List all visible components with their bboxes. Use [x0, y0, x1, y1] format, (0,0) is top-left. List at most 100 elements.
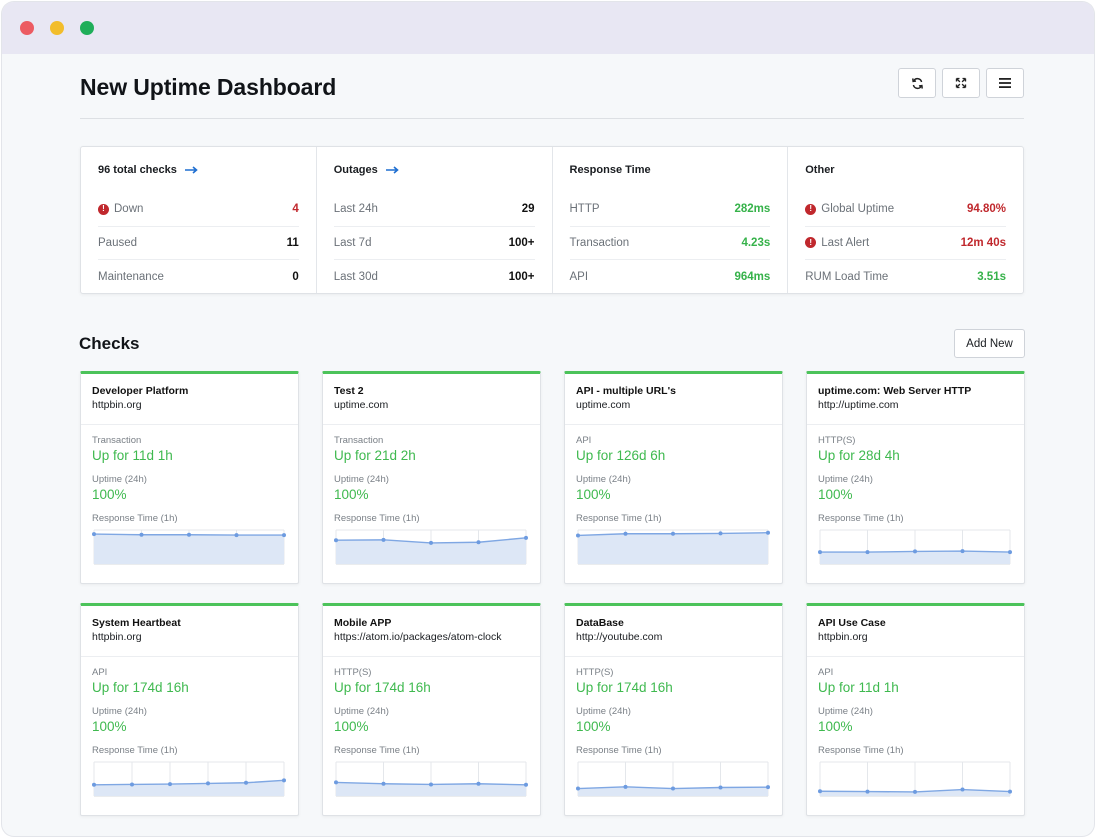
summary-row[interactable]: Transaction 4.23s [569, 227, 771, 260]
check-url: httpbin.org [92, 399, 142, 411]
check-card[interactable]: DataBase http://youtube.com HTTP(S) Up for … [564, 603, 783, 816]
check-status: Up for 174d 16h [576, 680, 673, 695]
check-card-header: Mobile APP https://atom.io/packages/atom-… [323, 606, 540, 657]
summary-row-text: Paused [98, 236, 138, 249]
menu-button[interactable] [986, 68, 1024, 98]
uptime-label: Uptime (24h) [576, 474, 631, 485]
summary-heading-label: 96 total checks [98, 164, 177, 176]
check-card-body: API Up for 126d 6h Uptime (24h) 100% Respons… [565, 425, 782, 566]
summary-row[interactable]: Last 30d 100+ [334, 260, 535, 294]
arrow-right-icon[interactable] [385, 166, 399, 174]
arrow-right-icon[interactable] [184, 166, 198, 174]
summary-row-label: Transaction [570, 237, 630, 249]
chart-point [1008, 789, 1012, 794]
chart-point [718, 785, 723, 790]
chart-point [623, 784, 628, 789]
check-name[interactable]: Mobile APP [334, 617, 392, 629]
check-name[interactable]: DataBase [576, 617, 624, 629]
response-time-chart [334, 529, 528, 565]
uptime-value: 100% [576, 487, 611, 502]
summary-row[interactable]: HTTP 282ms [569, 193, 771, 227]
summary-heading[interactable]: 96 total checks [98, 147, 299, 193]
response-time-label: Response Time (1h) [92, 745, 178, 756]
check-card-header: API Use Case httpbin.org [807, 606, 1024, 657]
summary-row[interactable]: Paused 11 [98, 227, 299, 260]
header-divider [80, 118, 1024, 119]
summary-row-text: RUM Load Time [805, 270, 889, 283]
check-name[interactable]: System Heartbeat [92, 617, 181, 629]
check-card-body: API Up for 11d 1h Uptime (24h) 100% Response… [807, 657, 1024, 798]
summary-row-label: Last 7d [334, 237, 372, 249]
check-card[interactable]: Test 2 uptime.com Transaction Up for 21d 2h… [322, 371, 541, 584]
summary-column: Outages Last 24h 29 Last 7d 100+ Last 30d 100+ [317, 147, 553, 293]
check-name[interactable]: API - multiple URL's [576, 385, 676, 397]
menu-icon [999, 78, 1011, 88]
summary-row[interactable]: Last 7d 100+ [333, 227, 535, 260]
check-card-header: uptime.com: Web Server HTTP http://uptime… [807, 374, 1024, 425]
check-url: httpbin.org [818, 631, 868, 643]
check-type: HTTP(S) [334, 667, 372, 678]
check-card[interactable]: Mobile APP https://atom.io/packages/atom-… [322, 603, 541, 816]
chart-point [576, 786, 580, 791]
uptime-value: 100% [92, 487, 127, 502]
summary-row[interactable]: API 964ms [570, 260, 771, 294]
check-url: uptime.com [576, 399, 631, 411]
summary-row-value: 94.80% [966, 203, 1006, 216]
chart-point [623, 531, 628, 536]
check-type: Transaction [92, 435, 142, 446]
summary-row-text: HTTP [569, 203, 600, 216]
summary-row-value: 282ms [734, 203, 771, 216]
check-name[interactable]: API Use Case [818, 617, 886, 629]
summary-panel: 96 total checks ! Down 4 Paused 11 Maintenance… [80, 146, 1024, 294]
check-url: httpbin.org [92, 631, 142, 643]
fullscreen-button[interactable] [942, 68, 980, 98]
chart-point [429, 782, 433, 787]
check-card-header: DataBase http://youtube.com [565, 606, 782, 657]
response-time-chart [576, 529, 770, 565]
response-time-label: Response Time (1h) [92, 513, 178, 524]
summary-row[interactable]: Last 24h 29 [333, 193, 535, 227]
response-time-label: Response Time (1h) [334, 745, 420, 756]
chart-point [334, 538, 338, 543]
response-time-chart [818, 761, 1012, 797]
summary-row-text: Global Uptime [821, 203, 895, 216]
summary-heading[interactable]: Outages [334, 147, 535, 193]
chart-point [524, 782, 528, 787]
checks-title: Checks [79, 334, 140, 353]
add-new-button[interactable]: Add New [954, 329, 1025, 358]
check-card[interactable]: Developer Platform httpbin.org Transaction… [80, 371, 299, 584]
summary-row[interactable]: Maintenance 0 [98, 260, 299, 294]
check-name[interactable]: Developer Platform [92, 385, 189, 397]
check-card[interactable]: API - multiple URL's uptime.com API Up for … [564, 371, 783, 584]
summary-row[interactable]: ! Down 4 [98, 193, 299, 227]
check-card[interactable]: API Use Case httpbin.org API Up for 11d 1h U… [806, 603, 1025, 816]
chart-area [94, 534, 284, 564]
summary-row[interactable]: ! Last Alert 12m 40s [805, 227, 1006, 260]
response-time-chart [576, 761, 770, 797]
chart-area [336, 537, 526, 564]
summary-row-value: 964ms [734, 270, 771, 283]
summary-row-text: Last 30d [333, 270, 378, 283]
refresh-button[interactable] [898, 68, 936, 98]
check-card-header: System Heartbeat httpbin.org [81, 606, 298, 657]
chart-point [234, 533, 239, 538]
chart-point [429, 540, 433, 545]
response-time-label: Response Time (1h) [818, 745, 904, 756]
check-name[interactable]: Test 2 [334, 385, 364, 397]
check-card[interactable]: System Heartbeat httpbin.org API Up for 174… [80, 603, 299, 816]
summary-row-value: 11 [286, 236, 299, 249]
minimize-window-button[interactable] [50, 21, 64, 35]
maximize-window-button[interactable] [80, 21, 94, 35]
check-name[interactable]: uptime.com: Web Server HTTP [818, 385, 972, 397]
summary-row-value: 0 [292, 270, 299, 283]
check-type: Transaction [334, 435, 384, 446]
check-card[interactable]: uptime.com: Web Server HTTP http://uptime… [806, 371, 1025, 584]
summary-column: Response Time HTTP 282ms Transaction 4.23s AP… [553, 147, 789, 293]
summary-row-value: 4.23s [741, 236, 771, 249]
summary-row[interactable]: RUM Load Time 3.51s [805, 260, 1006, 294]
close-window-button[interactable] [20, 21, 34, 35]
chart-point [168, 782, 172, 787]
summary-row-label: Last 24h [334, 203, 378, 215]
summary-row-label: ! Last Alert [805, 237, 869, 249]
summary-row[interactable]: ! Global Uptime 94.80% [805, 193, 1006, 227]
